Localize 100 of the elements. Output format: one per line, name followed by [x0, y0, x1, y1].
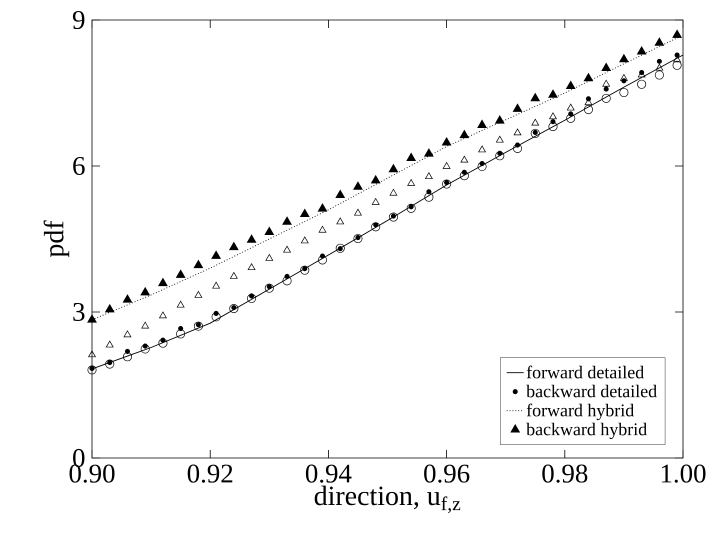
point — [247, 294, 256, 303]
point — [300, 208, 310, 218]
point — [353, 182, 363, 190]
point — [477, 120, 487, 128]
point — [230, 272, 238, 279]
point — [442, 162, 450, 169]
legend-label: forward hybrid — [526, 404, 634, 420]
point — [478, 146, 486, 152]
point — [637, 80, 646, 89]
point — [480, 161, 485, 166]
point — [654, 70, 664, 80]
point — [548, 90, 558, 98]
point — [336, 218, 344, 224]
point — [604, 86, 609, 92]
point — [229, 242, 239, 250]
point — [584, 105, 593, 114]
point — [264, 284, 274, 293]
point — [283, 246, 291, 253]
point — [178, 326, 184, 332]
point — [124, 348, 130, 354]
point — [425, 172, 433, 180]
point — [212, 282, 220, 289]
point — [106, 340, 114, 348]
point — [426, 189, 432, 194]
point — [105, 360, 114, 369]
point — [87, 365, 97, 374]
point — [194, 322, 203, 331]
point — [122, 352, 132, 362]
point — [159, 312, 167, 318]
point — [87, 314, 97, 323]
point — [442, 137, 452, 146]
point — [496, 136, 504, 143]
point — [672, 30, 682, 38]
point — [548, 122, 558, 132]
x-axis-title: direction, u$_{f,z}$ — [314, 486, 460, 514]
point — [105, 304, 114, 312]
point — [602, 80, 610, 87]
x-tick-label: 0.90 — [70, 464, 115, 483]
point — [478, 162, 487, 172]
point — [211, 250, 221, 259]
point — [176, 270, 186, 278]
y-tick-label: 6 — [73, 156, 85, 176]
point — [530, 128, 540, 138]
x-tick-label: 0.94 — [306, 464, 352, 483]
point — [388, 164, 398, 172]
y-axis-title: pdf — [44, 220, 70, 258]
point — [566, 80, 576, 90]
point — [353, 234, 362, 244]
point — [424, 192, 434, 202]
point — [282, 276, 292, 286]
point — [336, 244, 345, 253]
point — [656, 64, 664, 71]
point — [619, 54, 629, 62]
point — [549, 112, 557, 120]
point — [141, 322, 149, 328]
point — [266, 254, 274, 261]
y-tick-label: 0 — [73, 448, 84, 468]
legend-label: backward detailed — [526, 384, 657, 398]
point — [282, 216, 292, 225]
point — [672, 60, 682, 70]
point — [300, 266, 310, 275]
point — [214, 310, 219, 316]
point — [530, 93, 540, 102]
point — [194, 260, 204, 268]
point — [442, 179, 452, 189]
point — [495, 151, 504, 160]
point — [602, 62, 611, 72]
point — [160, 338, 166, 343]
point — [336, 190, 345, 198]
x-tick-label: 0.96 — [424, 464, 470, 483]
point — [158, 278, 168, 286]
y-tick-label: 9 — [72, 10, 84, 30]
point — [619, 88, 628, 98]
point — [512, 144, 522, 154]
point — [194, 291, 202, 298]
point — [248, 263, 256, 270]
point — [320, 253, 326, 259]
point — [300, 236, 309, 244]
y-tick-label: 3 — [73, 302, 84, 322]
point — [531, 118, 540, 126]
point — [318, 255, 328, 264]
point — [654, 38, 664, 46]
point — [390, 188, 398, 196]
point — [318, 226, 326, 233]
point — [568, 111, 574, 116]
point — [176, 300, 184, 308]
point — [140, 344, 150, 354]
legend-label: backward hybrid — [526, 422, 647, 440]
point — [142, 344, 148, 349]
point — [584, 73, 594, 82]
point — [124, 330, 132, 338]
x-tick-label: 0.98 — [542, 464, 588, 483]
point — [371, 175, 380, 184]
point — [514, 128, 522, 136]
point — [176, 329, 186, 338]
point — [460, 156, 468, 162]
point — [388, 212, 398, 222]
point — [550, 119, 556, 124]
point — [212, 312, 221, 322]
point — [406, 204, 416, 213]
